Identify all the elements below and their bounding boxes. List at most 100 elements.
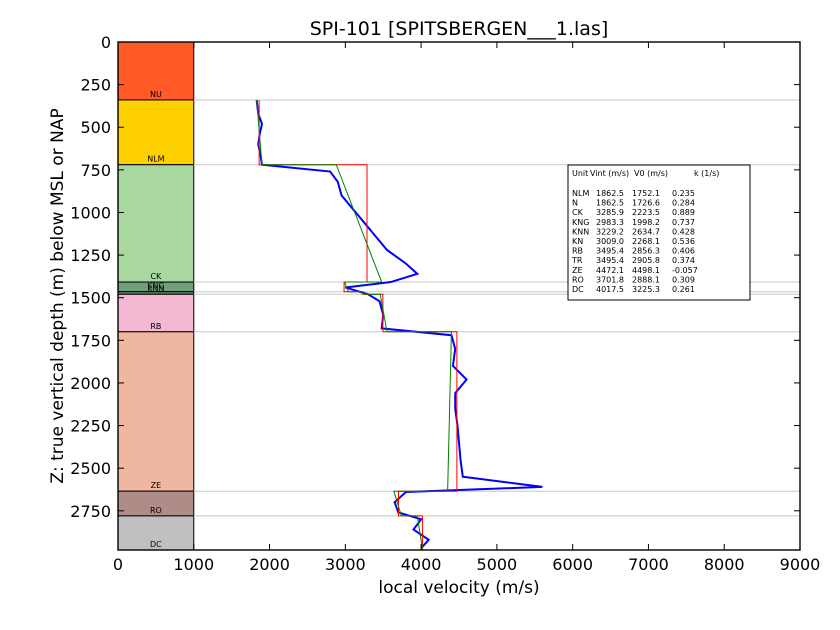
unit-label: KNG — [147, 282, 164, 291]
x-tick-label: 0 — [113, 555, 123, 574]
x-tick-label: 9000 — [780, 555, 821, 574]
unit-label: NLM — [147, 155, 164, 164]
legend-cell-k: 0.737 — [672, 218, 695, 227]
unit-label: KNN — [147, 284, 164, 293]
y-axis-label: Z: true vertical depth (m) below MSL or … — [48, 108, 68, 483]
y-ticks: 0 250 500 750 1000 1250 1500 1750 2000 2250 2500 27… — [70, 33, 800, 521]
x-tick-label: 4000 — [401, 555, 442, 574]
legend-cell-v0: 2223.5 — [632, 208, 660, 217]
unit-label: RO — [150, 506, 162, 515]
x-tick-label: 7000 — [628, 555, 669, 574]
legend-cell-unit: KNN — [572, 227, 589, 236]
legend-cell-vint: 1862.5 — [596, 199, 624, 208]
y-tick-label: 250 — [80, 76, 111, 95]
legend-cell-vint: 3009.0 — [596, 237, 624, 246]
log-trace — [255, 99, 543, 549]
y-tick-label: 1000 — [70, 203, 111, 222]
legend-cell-k: 0.261 — [672, 285, 695, 294]
legend-cell-vint: 1862.5 — [596, 189, 624, 198]
legend-cell-v0: 2888.1 — [632, 275, 660, 284]
legend-cell-k: 0.889 — [672, 208, 695, 217]
unit-label: NU — [150, 90, 162, 99]
x-axis-label: local velocity (m/s) — [378, 578, 539, 598]
legend-cell-k: 0.536 — [672, 237, 695, 246]
unit-label: DC — [150, 540, 162, 549]
legend-cell-vint: 4472.1 — [596, 266, 624, 275]
legend-cell-k: 0.309 — [672, 275, 695, 284]
legend-cell-v0: 2856.3 — [632, 247, 660, 256]
unit-label: CK — [150, 272, 162, 281]
legend-header: Unit — [572, 169, 588, 178]
legend-cell-v0: 2634.7 — [632, 227, 660, 236]
legend-cell-vint: 3495.4 — [596, 247, 624, 256]
linear-fit-trace — [256, 99, 452, 551]
legend-cell-vint: 4017.5 — [596, 285, 624, 294]
legend-cell-unit: TR — [571, 256, 583, 265]
y-tick-label: 2500 — [70, 459, 111, 478]
legend-cell-unit: ZE — [572, 266, 583, 275]
legend-cell-unit: KN — [572, 237, 583, 246]
legend-cell-v0: 3225.3 — [632, 285, 660, 294]
x-tick-label: 8000 — [704, 555, 745, 574]
legend-header: k (1/s) — [694, 169, 719, 178]
fit-series-line — [256, 99, 452, 551]
unit-block — [117, 331, 195, 492]
legend-cell-vint: 3701.8 — [596, 275, 624, 284]
legend-cell-v0: 4498.1 — [632, 266, 660, 275]
unit-block — [117, 164, 195, 283]
x-tick-label: 5000 — [477, 555, 518, 574]
log-series-line — [255, 99, 543, 549]
legend-cell-unit: RB — [572, 247, 583, 256]
chart-title: SPI-101 [SPITSBERGEN___1.las] — [310, 18, 609, 40]
legend-cell-vint: 3285.9 — [596, 208, 624, 217]
legend-cell-vint: 3229.2 — [596, 227, 624, 236]
x-tick-label: 3000 — [325, 555, 366, 574]
legend-cell-k: 0.406 — [672, 247, 695, 256]
legend-cell-k: 0.235 — [672, 189, 695, 198]
legend-cell-unit: KNG — [572, 218, 589, 227]
legend-cell-v0: 1752.1 — [632, 189, 660, 198]
x-ticks: 0 1000 2000 3000 4000 5000 6000 7000 8000 9000 — [113, 42, 820, 574]
x-tick-label: 6000 — [552, 555, 593, 574]
legend-box — [567, 164, 751, 301]
legend-cell-unit: N — [572, 199, 578, 208]
y-tick-label: 0 — [101, 33, 111, 52]
legend-cell-k: 0.428 — [672, 227, 695, 236]
legend-cell-vint: 3495.4 — [596, 256, 624, 265]
legend-cell-unit: RO — [572, 275, 584, 284]
legend-cell-k: 0.374 — [672, 256, 695, 265]
y-tick-label: 1500 — [70, 289, 111, 308]
y-tick-label: 1750 — [70, 331, 111, 350]
legend-cell-v0: 2905.8 — [632, 256, 660, 265]
y-tick-label: 750 — [80, 161, 111, 180]
legend-header: Vint (m/s) — [590, 169, 629, 178]
x-tick-label: 1000 — [173, 555, 214, 574]
legend-cell-v0: 1726.6 — [632, 199, 660, 208]
y-tick-label: 500 — [80, 118, 111, 137]
unit-block — [117, 99, 195, 166]
legend-cell-v0: 2268.1 — [632, 237, 660, 246]
legend: Unit Vint (m/s) V0 (m/s) k (1/s) NLM 1862.5 17… — [567, 164, 751, 301]
legend-cell-k: 0.284 — [672, 199, 695, 208]
y-tick-label: 1250 — [70, 246, 111, 265]
unit-label: ZE — [151, 481, 162, 490]
x-tick-label: 2000 — [249, 555, 290, 574]
boundary-lines — [193, 99, 800, 517]
unit-block — [117, 41, 195, 101]
legend-cell-unit: CK — [572, 208, 584, 217]
legend-header: V0 (m/s) — [634, 169, 668, 178]
legend-cell-k: -0.057 — [672, 266, 698, 275]
unit-label: RB — [150, 322, 161, 331]
legend-cell-v0: 1998.2 — [632, 218, 660, 227]
plot-frame — [117, 41, 801, 551]
unit-block — [117, 515, 195, 551]
legend-cell-unit: NLM — [572, 189, 589, 198]
y-tick-label: 2750 — [70, 502, 111, 521]
legend-cell-unit: DC — [572, 285, 584, 294]
y-tick-label: 2250 — [70, 417, 111, 436]
legend-cell-vint: 2983.3 — [596, 218, 624, 227]
y-tick-label: 2000 — [70, 374, 111, 393]
unit-block — [117, 490, 195, 517]
